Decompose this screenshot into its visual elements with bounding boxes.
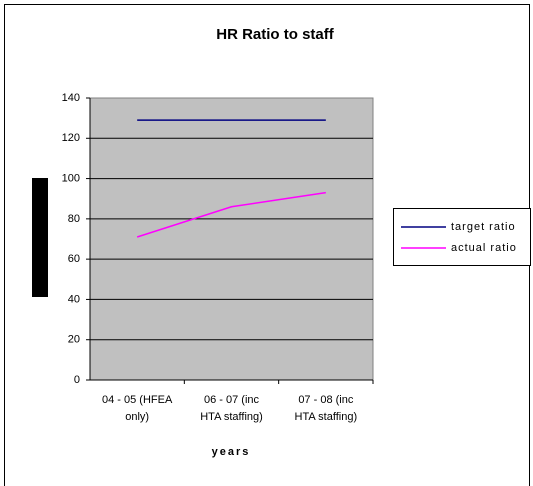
y-tick-label: 100 <box>62 172 80 184</box>
x-tick-label: only) <box>125 411 149 423</box>
x-tick-label: HTA staffing) <box>200 411 263 423</box>
y-tick-label: 20 <box>68 334 80 346</box>
x-tick-label: 06 - 07 (inc <box>204 394 260 406</box>
chart-title: HR Ratio to staff <box>216 26 335 43</box>
series-line <box>136 191 326 238</box>
y-tick-label: 80 <box>68 213 80 225</box>
plot-area <box>89 97 374 381</box>
y-tick-label: 0 <box>74 374 80 386</box>
x-axis-title: years <box>212 446 251 458</box>
y-tick-label: 60 <box>68 253 80 265</box>
legend-label: actual ratio <box>451 242 517 254</box>
x-tick-label: HTA staffing) <box>295 411 358 423</box>
y-tick-label: 40 <box>68 293 80 305</box>
x-tick-label: 07 - 08 (inc <box>298 394 354 406</box>
y-tick-label: 120 <box>62 132 80 144</box>
legend <box>393 208 531 266</box>
x-tick-label: 04 - 05 (HFEA <box>102 394 173 406</box>
legend-label: target ratio <box>451 221 516 233</box>
y-label-box <box>32 178 48 297</box>
y-tick-label: 140 <box>62 92 80 104</box>
